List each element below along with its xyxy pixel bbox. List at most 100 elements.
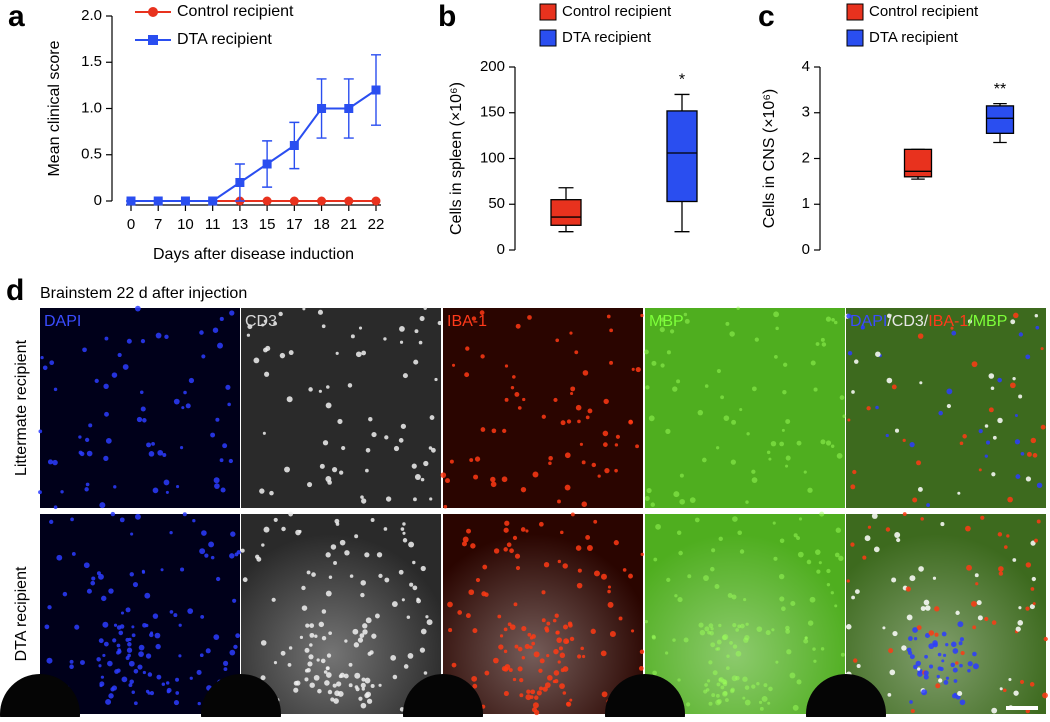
column-label-part: IBA-1 — [928, 313, 968, 330]
cell — [997, 417, 1003, 424]
cell — [1042, 692, 1048, 699]
cell — [819, 511, 825, 517]
cell — [933, 642, 938, 648]
cell — [341, 445, 346, 451]
cell — [149, 632, 154, 638]
cell — [361, 350, 367, 356]
cell — [744, 699, 751, 706]
cell — [440, 472, 447, 478]
cell — [924, 632, 930, 639]
cell — [134, 513, 141, 520]
cell — [716, 698, 722, 704]
cell — [311, 572, 316, 577]
cell — [548, 461, 552, 466]
cell — [751, 477, 758, 484]
cell — [635, 366, 641, 373]
cell — [155, 643, 161, 650]
cell — [570, 391, 574, 396]
cell — [513, 602, 518, 607]
cell — [355, 351, 362, 358]
cell — [321, 609, 327, 614]
cell — [493, 657, 499, 664]
cell — [946, 388, 953, 395]
y-tick-label: 1 — [802, 195, 810, 212]
cell — [1020, 451, 1025, 456]
cell — [339, 470, 344, 475]
cell — [512, 535, 518, 540]
cell — [729, 640, 733, 645]
cell — [362, 623, 368, 629]
cell — [710, 566, 715, 572]
cell — [703, 575, 709, 581]
cell — [552, 618, 557, 623]
cell — [129, 679, 134, 684]
cell — [398, 569, 404, 575]
cell — [645, 385, 650, 390]
cell — [504, 520, 510, 526]
micrograph: DAPI/CD3/IBA-1/MBP — [844, 308, 1046, 508]
cell — [809, 596, 816, 603]
cell — [140, 406, 146, 412]
cell — [840, 652, 845, 657]
cell — [1031, 576, 1036, 582]
cell — [471, 675, 478, 682]
cell — [908, 636, 913, 641]
cell — [628, 573, 633, 579]
cell — [503, 527, 509, 533]
cell — [836, 452, 843, 459]
cell — [957, 491, 961, 495]
cell — [739, 408, 743, 412]
cell — [970, 600, 977, 607]
cell — [810, 360, 816, 366]
cell — [971, 361, 978, 368]
cell — [959, 699, 966, 706]
cell — [957, 690, 963, 697]
cell — [401, 598, 405, 602]
cell — [562, 563, 568, 569]
cell — [529, 645, 533, 649]
cell — [935, 683, 941, 689]
cell — [84, 487, 89, 492]
cell — [201, 354, 206, 359]
cell — [514, 644, 519, 649]
cell — [562, 691, 567, 695]
cell — [127, 653, 131, 658]
cell — [40, 356, 44, 360]
cell — [200, 615, 205, 619]
legend-label: Control recipient — [562, 3, 672, 20]
cell — [732, 623, 737, 628]
cell — [932, 576, 937, 580]
cell — [1018, 394, 1023, 399]
cell — [937, 666, 942, 671]
cell — [44, 624, 50, 630]
cell — [128, 637, 132, 642]
y-tick-label: 3 — [802, 104, 810, 121]
cell — [330, 544, 337, 550]
cell — [532, 702, 539, 709]
cell — [503, 690, 509, 697]
cell — [501, 476, 508, 483]
cell — [365, 617, 372, 624]
cell — [698, 622, 704, 628]
cell — [201, 530, 207, 536]
cell — [1013, 690, 1019, 696]
cell — [94, 378, 99, 384]
y-tick-label: 150 — [480, 104, 505, 121]
cell — [803, 470, 807, 474]
cell — [889, 669, 896, 676]
cell — [503, 547, 508, 552]
cell — [729, 688, 735, 694]
cell — [242, 577, 248, 583]
cell — [308, 654, 314, 660]
cell — [304, 647, 310, 653]
cell — [952, 667, 958, 673]
marker — [180, 196, 190, 206]
cell — [423, 306, 427, 310]
cell — [826, 583, 831, 587]
cell — [1030, 587, 1035, 591]
cell — [465, 346, 470, 351]
cell — [821, 342, 827, 347]
cell — [306, 481, 313, 488]
cell — [219, 316, 224, 322]
cell — [213, 477, 220, 484]
